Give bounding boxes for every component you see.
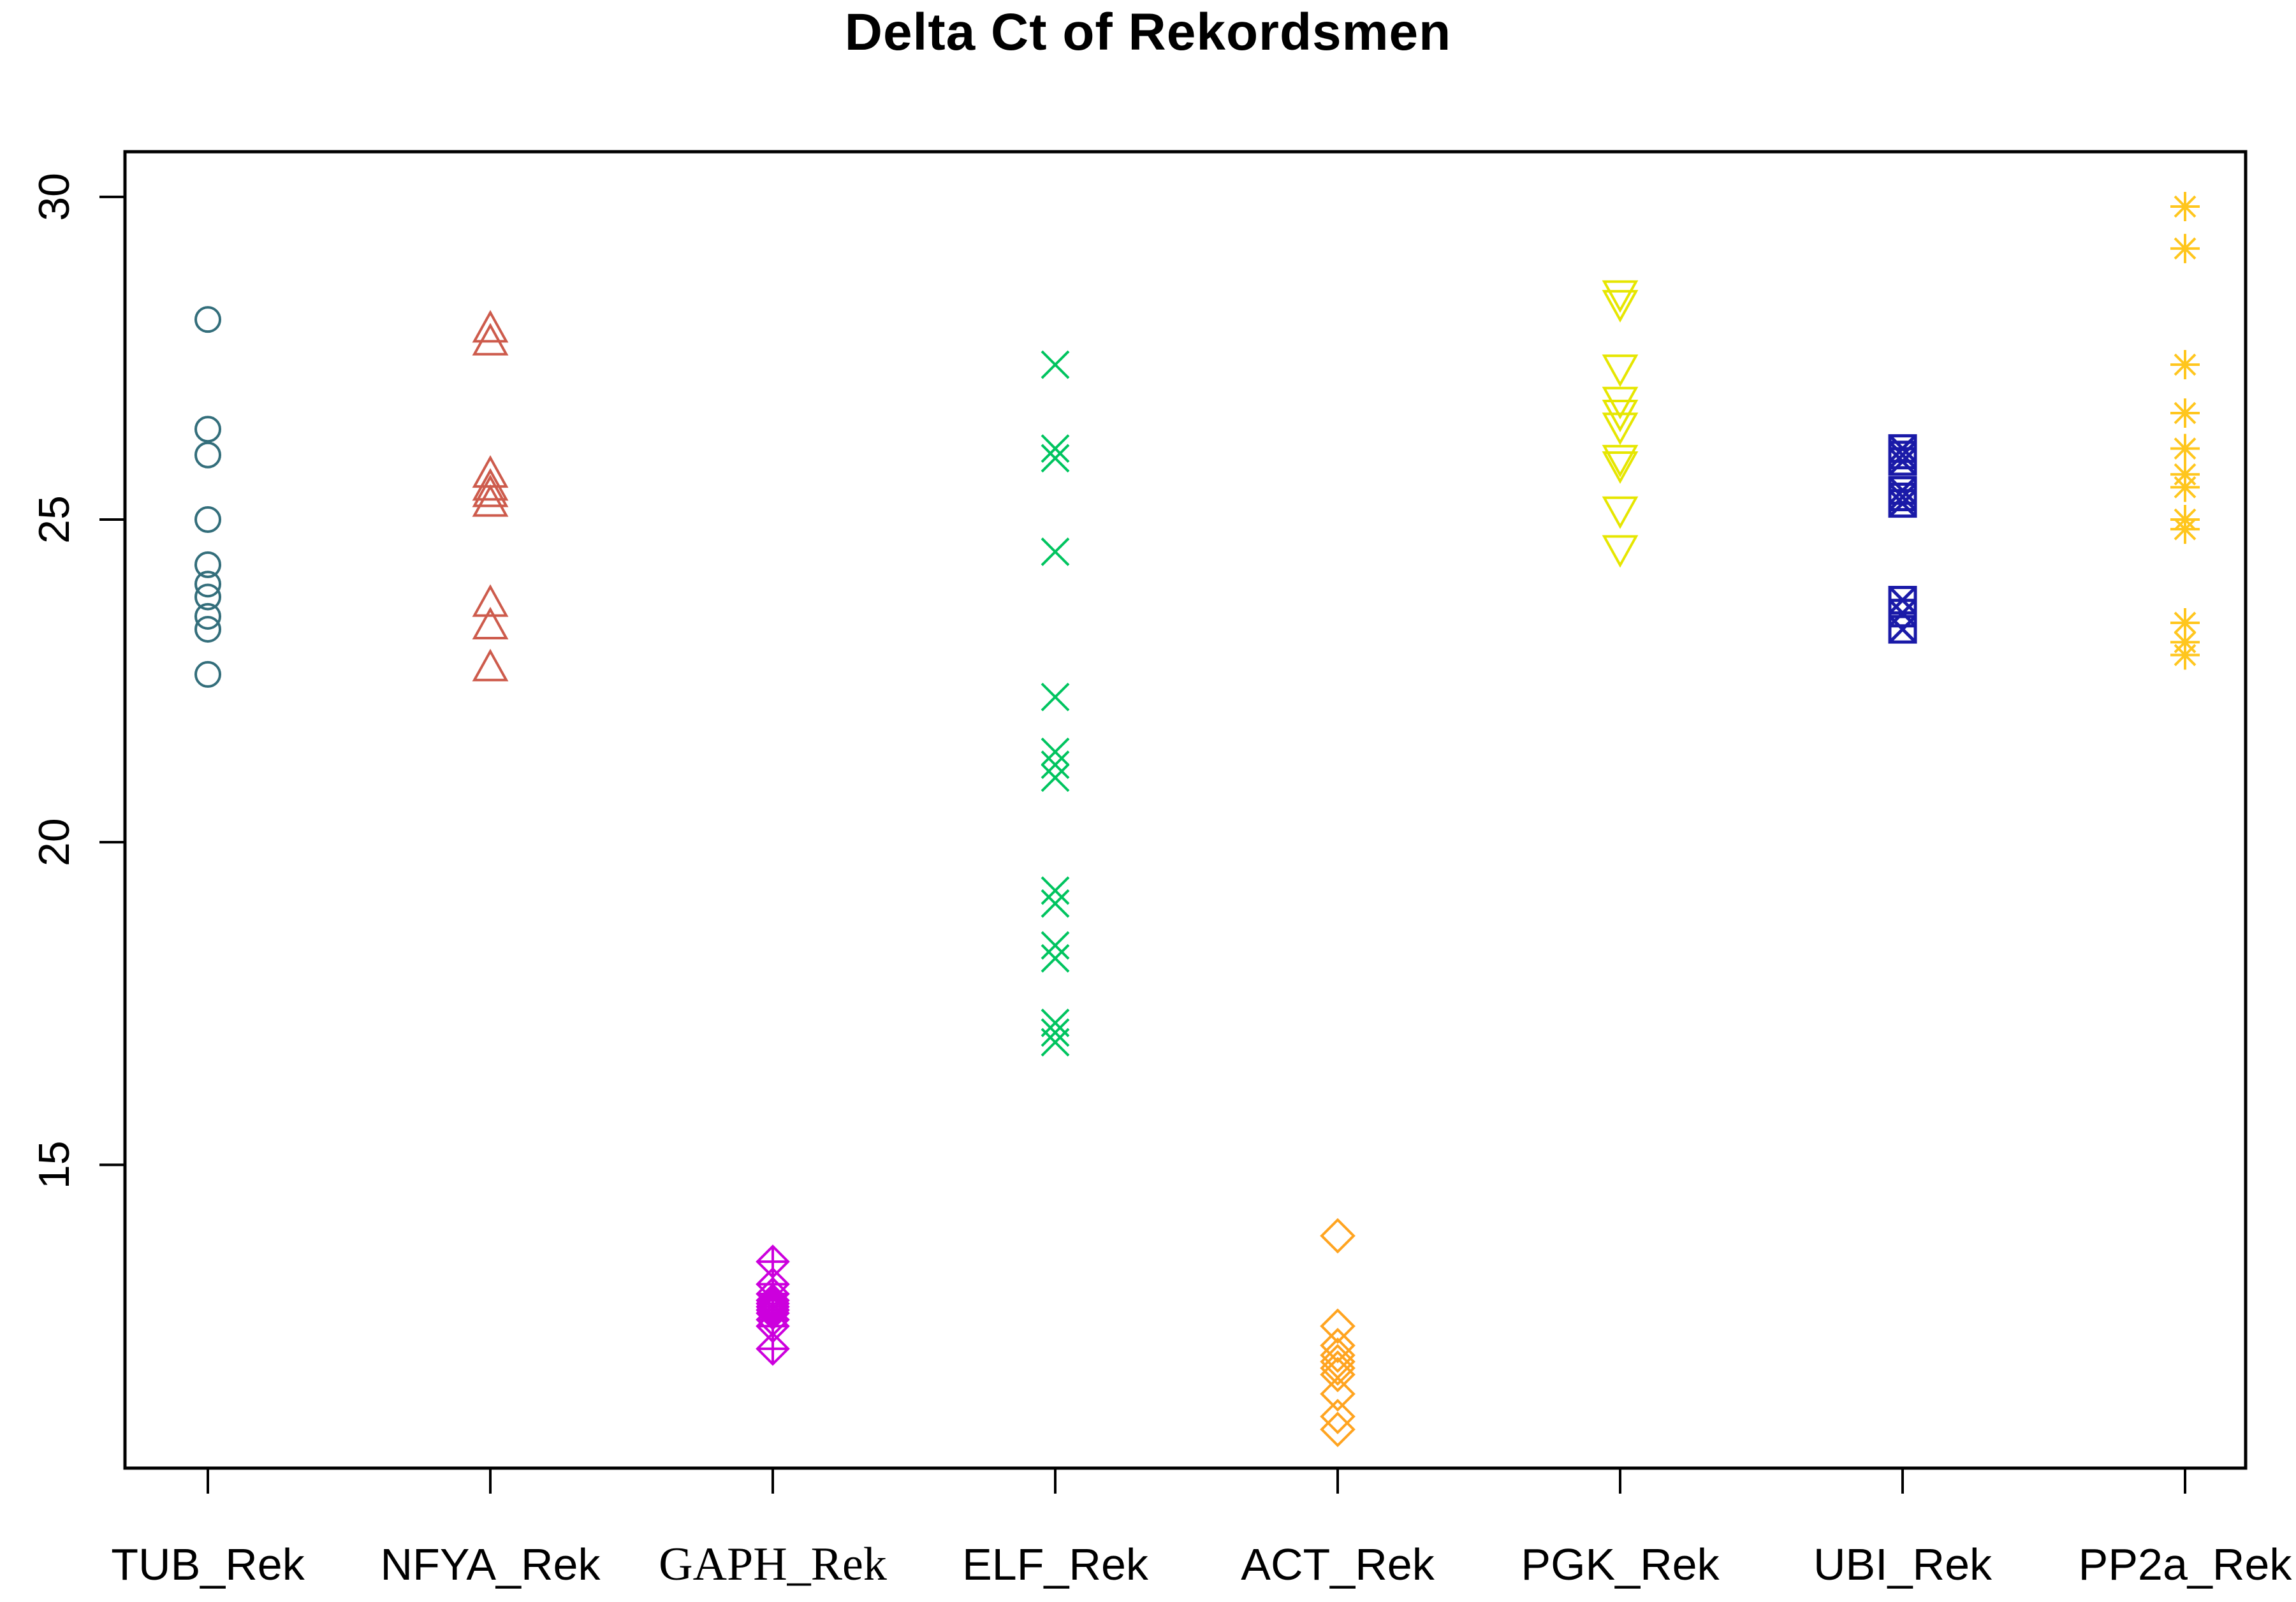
x-axis-tick-label: ELF_Rek [962, 1540, 1149, 1589]
data-point-NFYA_Rek [472, 310, 509, 343]
data-point-PP2a_Rek [2170, 192, 2200, 222]
data-point-ELF_Rek [1041, 876, 1070, 905]
data-point-ELF_Rek [1041, 537, 1070, 567]
data-point-ELF_Rek [1041, 444, 1070, 473]
data-point-NFYA_Rek [472, 474, 509, 507]
data-point-PP2a_Rek [2170, 608, 2200, 637]
data-point-ACT_Rek [1320, 1411, 1356, 1448]
data-point-UBI_Rek [1888, 447, 1917, 476]
plot-box [123, 150, 2248, 1470]
data-point-PGK_Rek [1602, 289, 1639, 323]
y-axis-tick-label: 30 [30, 173, 78, 221]
x-axis-tick-label: PGK_Rek [1521, 1540, 1720, 1589]
data-point-UBI_Rek [1888, 615, 1917, 644]
data-point-UBI_Rek [1888, 483, 1917, 512]
x-axis-tick-label: ACT_Rek [1241, 1540, 1435, 1589]
x-axis-tick-label: NFYA_Rek [381, 1540, 601, 1589]
data-point-ELF_Rek [1041, 931, 1070, 960]
data-point-NFYA_Rek [472, 606, 509, 640]
data-point-TUB_Rek [194, 416, 221, 443]
data-point-TUB_Rek [194, 583, 221, 611]
data-point-TUB_Rek [194, 616, 221, 643]
data-point-PGK_Rek [1602, 535, 1639, 568]
x-axis-tick-label: TUB_Rek [111, 1540, 305, 1589]
y-axis-tick-label: 15 [30, 1140, 78, 1189]
data-point-PGK_Rek [1602, 444, 1639, 477]
data-point-PGK_Rek [1602, 412, 1639, 446]
data-point-PP2a_Rek [2170, 472, 2200, 502]
data-point-ACT_Rek [1320, 1327, 1356, 1364]
data-point-ACT_Rek [1320, 1337, 1356, 1373]
data-point-NFYA_Rek [472, 584, 509, 617]
data-point-PP2a_Rek [2170, 350, 2200, 380]
data-point-ACT_Rek [1320, 1308, 1356, 1344]
data-point-ELF_Rek [1041, 889, 1070, 918]
data-point-TUB_Rek [194, 441, 221, 469]
chart-title: Delta Ct of Rekordsmen [844, 3, 1452, 61]
y-axis-tick-label: 20 [30, 818, 78, 866]
data-point-ELF_Rek [1041, 350, 1070, 379]
data-point-UBI_Rek [1888, 441, 1917, 470]
data-point-ELF_Rek [1041, 750, 1070, 780]
data-point-ELF_Rek [1041, 1018, 1070, 1047]
data-point-ACT_Rek [1320, 1357, 1356, 1393]
data-point-PGK_Rek [1602, 386, 1639, 419]
data-point-ELF_Rek [1041, 1028, 1070, 1057]
data-point-PP2a_Rek [2170, 233, 2200, 263]
data-point-NFYA_Rek [472, 468, 509, 501]
data-point-PGK_Rek [1602, 354, 1639, 388]
data-point-ELF_Rek [1041, 434, 1070, 463]
x-axis-tick-label: UBI_Rek [1813, 1540, 1993, 1589]
data-point-TUB_Rek [194, 551, 221, 578]
data-point-PP2a_Rek [2170, 398, 2200, 428]
data-point-TUB_Rek [194, 571, 221, 598]
data-point-UBI_Rek [1888, 489, 1917, 518]
data-point-TUB_Rek [194, 660, 221, 688]
data-point-NFYA_Rek [472, 484, 509, 517]
x-axis-tick-label: PP2a_Rek [2079, 1540, 2293, 1589]
data-point-ELF_Rek [1041, 682, 1070, 711]
data-point-PP2a_Rek [2170, 514, 2200, 544]
data-point-PP2a_Rek [2170, 433, 2200, 463]
data-point-PGK_Rek [1602, 451, 1639, 484]
data-point-PP2a_Rek [2170, 640, 2200, 670]
data-point-PGK_Rek [1602, 496, 1639, 529]
y-axis-tick-label: 25 [30, 495, 78, 544]
data-point-NFYA_Rek [472, 323, 509, 356]
data-point-GAPH_Rek [756, 1331, 790, 1366]
data-point-ACT_Rek [1320, 1350, 1356, 1386]
data-point-ELF_Rek [1041, 737, 1070, 766]
data-point-TUB_Rek [194, 602, 221, 630]
data-point-PGK_Rek [1602, 280, 1639, 313]
data-point-ELF_Rek [1041, 763, 1070, 792]
data-point-ELF_Rek [1041, 943, 1070, 973]
data-point-PGK_Rek [1602, 399, 1639, 433]
data-point-NFYA_Rek [472, 648, 509, 681]
data-point-ACT_Rek [1320, 1218, 1356, 1254]
data-point-TUB_Rek [194, 306, 221, 333]
data-point-ACT_Rek [1320, 1399, 1356, 1434]
data-point-ACT_Rek [1320, 1376, 1356, 1412]
x-axis-tick-label: GAPH_Rek [659, 1538, 887, 1591]
data-point-TUB_Rek [194, 506, 221, 533]
